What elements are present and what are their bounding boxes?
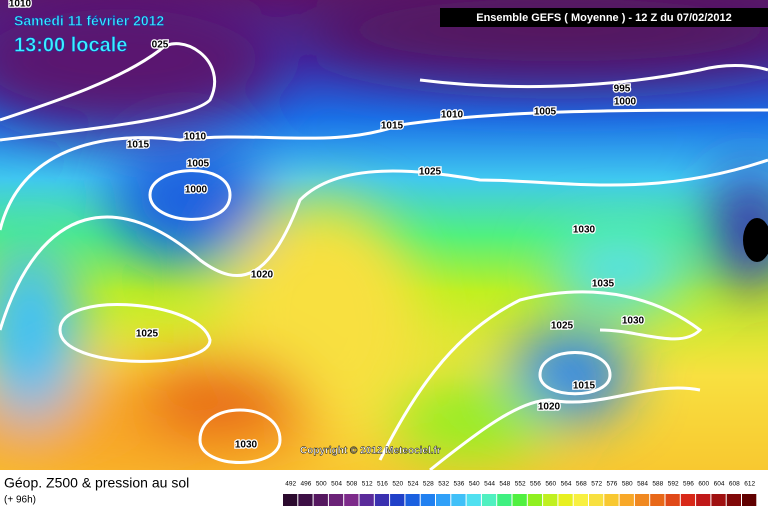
legend-value: 604 [714, 481, 725, 488]
legend-swatch [527, 494, 543, 506]
model-label: Ensemble GEFS ( Moyenne ) - 12 Z du 07/0… [476, 12, 732, 24]
isobar-label: 1025 [551, 321, 574, 332]
legend-value: 568 [576, 481, 587, 488]
legend-swatch [589, 494, 604, 506]
legend-swatch [650, 494, 665, 506]
date-label: Samedi 11 février 2012 [14, 13, 164, 29]
legend-swatch [665, 494, 680, 506]
isobar-label: 1030 [235, 440, 258, 451]
legend-swatch [374, 494, 390, 506]
time-label: 13:00 locale [14, 34, 127, 56]
footer-subtitle: (+ 96h) [4, 495, 36, 506]
legend-value: 508 [346, 481, 357, 488]
legend-value: 500 [316, 481, 327, 488]
legend-swatch [451, 494, 466, 506]
legend-value: 600 [698, 481, 709, 488]
legend-swatch [283, 494, 298, 506]
isobar-label: 025 [152, 40, 169, 51]
legend-value: 512 [362, 481, 373, 488]
legend-swatch [558, 494, 573, 506]
field [0, 0, 768, 490]
legend-value: 572 [591, 481, 602, 488]
legend-value: 596 [683, 481, 694, 488]
legend-swatch [390, 494, 405, 506]
isobar-label: 1005 [187, 159, 210, 170]
legend-swatch [619, 494, 634, 506]
legend-value: 580 [622, 481, 633, 488]
legend-swatch [313, 494, 328, 506]
legend-value: 588 [652, 481, 663, 488]
legend-value: 524 [408, 481, 419, 488]
legend-value: 560 [545, 481, 556, 488]
legend-value: 608 [729, 481, 740, 488]
copyright: Copyright © 2012 Meteociel.fr [300, 446, 441, 457]
isobar-label: 1025 [136, 329, 159, 340]
legend-swatch [634, 494, 650, 506]
isobar-labels: 1010 025 1010 1015 1005 1000 1015 1010 1005 995 10… [8, 0, 646, 452]
legend-value: 540 [469, 481, 480, 488]
legend: 492 496 500 504 508 512 516 520 524 528 532 536 540 5… [283, 481, 757, 506]
legend-swatch [742, 494, 757, 506]
legend-value: 528 [423, 481, 434, 488]
legend-value: 592 [668, 481, 679, 488]
legend-value: 520 [392, 481, 403, 488]
legend-value: 556 [530, 481, 541, 488]
legend-swatch [328, 494, 344, 506]
isobar-label: 1000 [614, 97, 637, 108]
legend-swatch [359, 494, 374, 506]
legend-value: 504 [331, 481, 342, 488]
legend-swatch [726, 494, 741, 506]
legend-swatch [711, 494, 726, 506]
legend-value: 544 [484, 481, 495, 488]
legend-swatch [497, 494, 512, 506]
isobar-label: 1020 [538, 402, 561, 413]
legend-swatch [512, 494, 527, 506]
isobar-label: 1030 [573, 225, 596, 236]
legend-swatch [436, 494, 451, 506]
legend-swatch [573, 494, 588, 506]
legend-swatch [604, 494, 619, 506]
isobar-label: 1015 [127, 140, 150, 151]
legend-swatch [298, 494, 313, 506]
legend-value: 564 [561, 481, 572, 488]
legend-value: 612 [744, 481, 755, 488]
isobar-label: 1005 [534, 107, 557, 118]
isobar-label: 1000 [185, 185, 208, 196]
isobar-label: 1025 [419, 167, 442, 178]
legend-value: 536 [454, 481, 465, 488]
isobar-label: 1010 [184, 132, 207, 143]
legend-value: 532 [438, 481, 449, 488]
isobar-label: 1015 [381, 121, 404, 132]
footer-title: Géop. Z500 & pression au sol [4, 475, 189, 491]
legend-value: 492 [285, 481, 296, 488]
isobar-label: 1015 [573, 381, 596, 392]
isobar-label: 1030 [622, 316, 645, 327]
legend-value: 548 [499, 481, 510, 488]
legend-value: 516 [377, 481, 388, 488]
legend-value: 584 [637, 481, 648, 488]
isobar-label: 995 [614, 84, 631, 95]
legend-swatch [420, 494, 435, 506]
legend-value: 552 [515, 481, 526, 488]
legend-swatch [466, 494, 481, 506]
legend-swatch [405, 494, 420, 506]
isobar-label: 1035 [592, 279, 615, 290]
legend-value: 496 [301, 481, 312, 488]
isobars [0, 42, 768, 472]
model-banner [440, 8, 768, 27]
legend-value: 576 [607, 481, 618, 488]
isobar-label: 1010 [441, 110, 464, 121]
legend-swatch [481, 494, 497, 506]
legend-swatch [696, 494, 711, 506]
legend-swatch [543, 494, 558, 506]
legend-swatch [680, 494, 696, 506]
isobar-label: 1010 [9, 0, 32, 10]
isobar-label: 1020 [251, 270, 274, 281]
legend-swatch [344, 494, 359, 506]
